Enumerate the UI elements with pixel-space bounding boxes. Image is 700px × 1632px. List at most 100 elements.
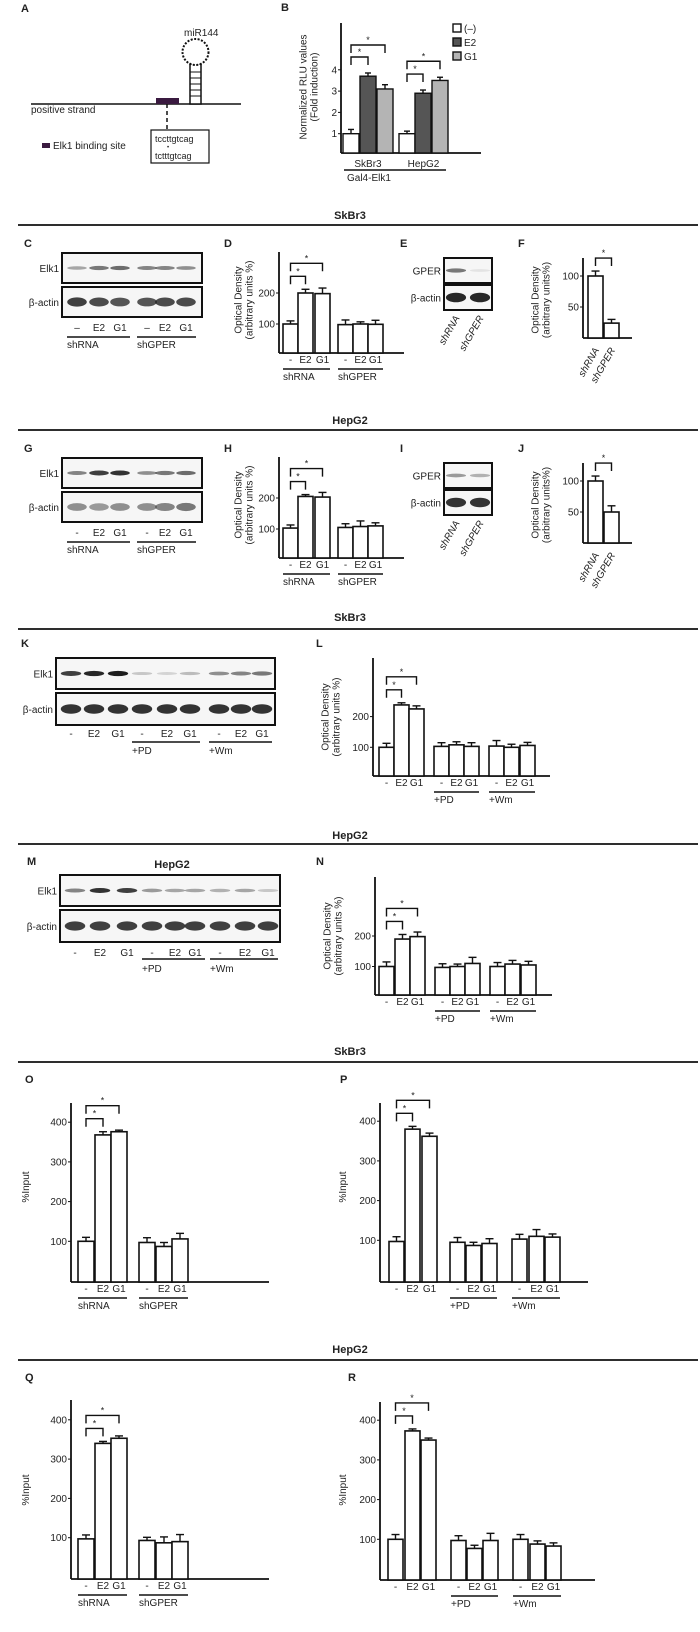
y-tick-label: 200 <box>354 932 371 943</box>
bar-label: E2 <box>299 355 312 366</box>
group-label: +PD <box>142 964 162 975</box>
bar-label: G1 <box>465 778 479 789</box>
significance-bracket <box>395 1112 414 1122</box>
y-tick-label: 100 <box>258 320 275 331</box>
panel-letter: D <box>224 238 232 250</box>
bar <box>342 132 360 154</box>
y-tick-label: 200 <box>258 289 275 300</box>
blot-row-label: Elk1 <box>38 887 58 898</box>
bar <box>464 962 481 996</box>
y-tick-label: 300 <box>359 1156 376 1167</box>
bar <box>94 1442 112 1580</box>
panel-letter: N <box>316 856 324 868</box>
significance-star: * <box>296 472 300 482</box>
y-tick-label: 200 <box>359 1196 376 1207</box>
lane-label: G1 <box>179 323 193 334</box>
y-axis-label: Normalized RLU values <box>299 34 310 139</box>
bar <box>388 1240 405 1283</box>
blot-band <box>469 473 491 478</box>
y-axis-label: Optical Density <box>234 471 245 538</box>
y-axis-label: %Input <box>21 1474 32 1505</box>
blot-row-label: β-actin <box>23 705 53 716</box>
bar <box>503 746 520 777</box>
y-tick-label: 100 <box>258 525 275 536</box>
bar <box>603 322 620 339</box>
y-tick-label: 400 <box>359 1117 376 1128</box>
group-label: shGPER <box>137 340 176 351</box>
y-tick-label: 100 <box>354 962 371 973</box>
bar-label: E2 <box>97 1284 110 1295</box>
significance-star: * <box>602 453 606 463</box>
bar-label: G1 <box>423 1284 437 1295</box>
blot-band <box>83 670 105 677</box>
blot-band <box>141 888 163 893</box>
blot-band <box>164 888 186 893</box>
blot-band <box>155 503 175 511</box>
bar-label: - <box>385 778 388 789</box>
binding-site-box <box>156 98 179 104</box>
group-label: +PD <box>435 1014 455 1025</box>
group-label: shRNA <box>67 340 99 351</box>
bar <box>434 966 451 996</box>
bar-label: G1 <box>112 1581 126 1592</box>
bar-label: G1 <box>546 1284 560 1295</box>
significance-star: * <box>410 1393 414 1403</box>
bar-label: - <box>289 355 292 366</box>
group-label: shRNA <box>283 577 315 588</box>
blot-row-label: GPER <box>413 472 441 483</box>
bar-label: G1 <box>410 778 424 789</box>
blot-band <box>251 671 273 676</box>
y-tick-label: 400 <box>50 1415 67 1426</box>
significance-bracket <box>385 920 404 930</box>
bar <box>449 965 466 996</box>
y-tick-label: 100 <box>359 1236 376 1247</box>
bar-label: - <box>519 1582 522 1593</box>
blot-row-label: β-actin <box>411 294 441 305</box>
bar-label: - <box>84 1581 87 1592</box>
sequence-box <box>150 129 210 164</box>
significance-star: * <box>400 898 404 908</box>
y-tick-label: 2 <box>331 108 337 119</box>
y-axis-label: Optical Density <box>234 266 245 333</box>
blot-band <box>64 888 86 893</box>
blot-band <box>107 704 129 714</box>
section-header: HepG2 <box>332 1344 367 1356</box>
blot-band <box>445 268 467 273</box>
legend-swatch <box>452 51 462 61</box>
significance-star: * <box>413 64 417 74</box>
significance-star: * <box>358 47 362 57</box>
bar <box>138 1241 156 1283</box>
lane-label: G1 <box>183 729 197 740</box>
significance-bracket <box>85 1414 120 1424</box>
bar-label: G1 <box>173 1581 187 1592</box>
bar-label: G1 <box>369 560 383 571</box>
y-tick-label: 100 <box>562 477 579 488</box>
y-tick-label: 3 <box>331 87 337 98</box>
sequence-bottom: tctttgtcag <box>155 151 192 161</box>
blot-row-label: β-actin <box>29 503 59 514</box>
bar-label: - <box>145 1581 148 1592</box>
panel-letter: H <box>224 443 232 455</box>
bar-label: E2 <box>158 1284 171 1295</box>
bar <box>110 1437 128 1580</box>
bar <box>504 963 521 996</box>
blot-band <box>89 503 109 511</box>
bar <box>420 1439 437 1581</box>
blot-band <box>107 670 129 677</box>
y-axis-label: %Input <box>338 1474 349 1505</box>
group-label: shRNA <box>67 545 99 556</box>
lane-label: E2 <box>239 948 252 959</box>
significance-star: * <box>296 266 300 276</box>
panel-letter: C <box>24 238 32 250</box>
significance-star: * <box>402 1406 406 1416</box>
bar-label: G1 <box>316 355 330 366</box>
blot-band <box>67 266 87 270</box>
significance-bracket <box>385 676 418 685</box>
blot-band <box>89 921 111 931</box>
significance-star: * <box>403 1103 407 1113</box>
bar-label: E2 <box>299 560 312 571</box>
y-tick-label: 300 <box>50 1455 67 1466</box>
panel-letter: O <box>25 1074 34 1086</box>
blot-band <box>156 672 178 675</box>
bar-label: - <box>441 997 444 1008</box>
